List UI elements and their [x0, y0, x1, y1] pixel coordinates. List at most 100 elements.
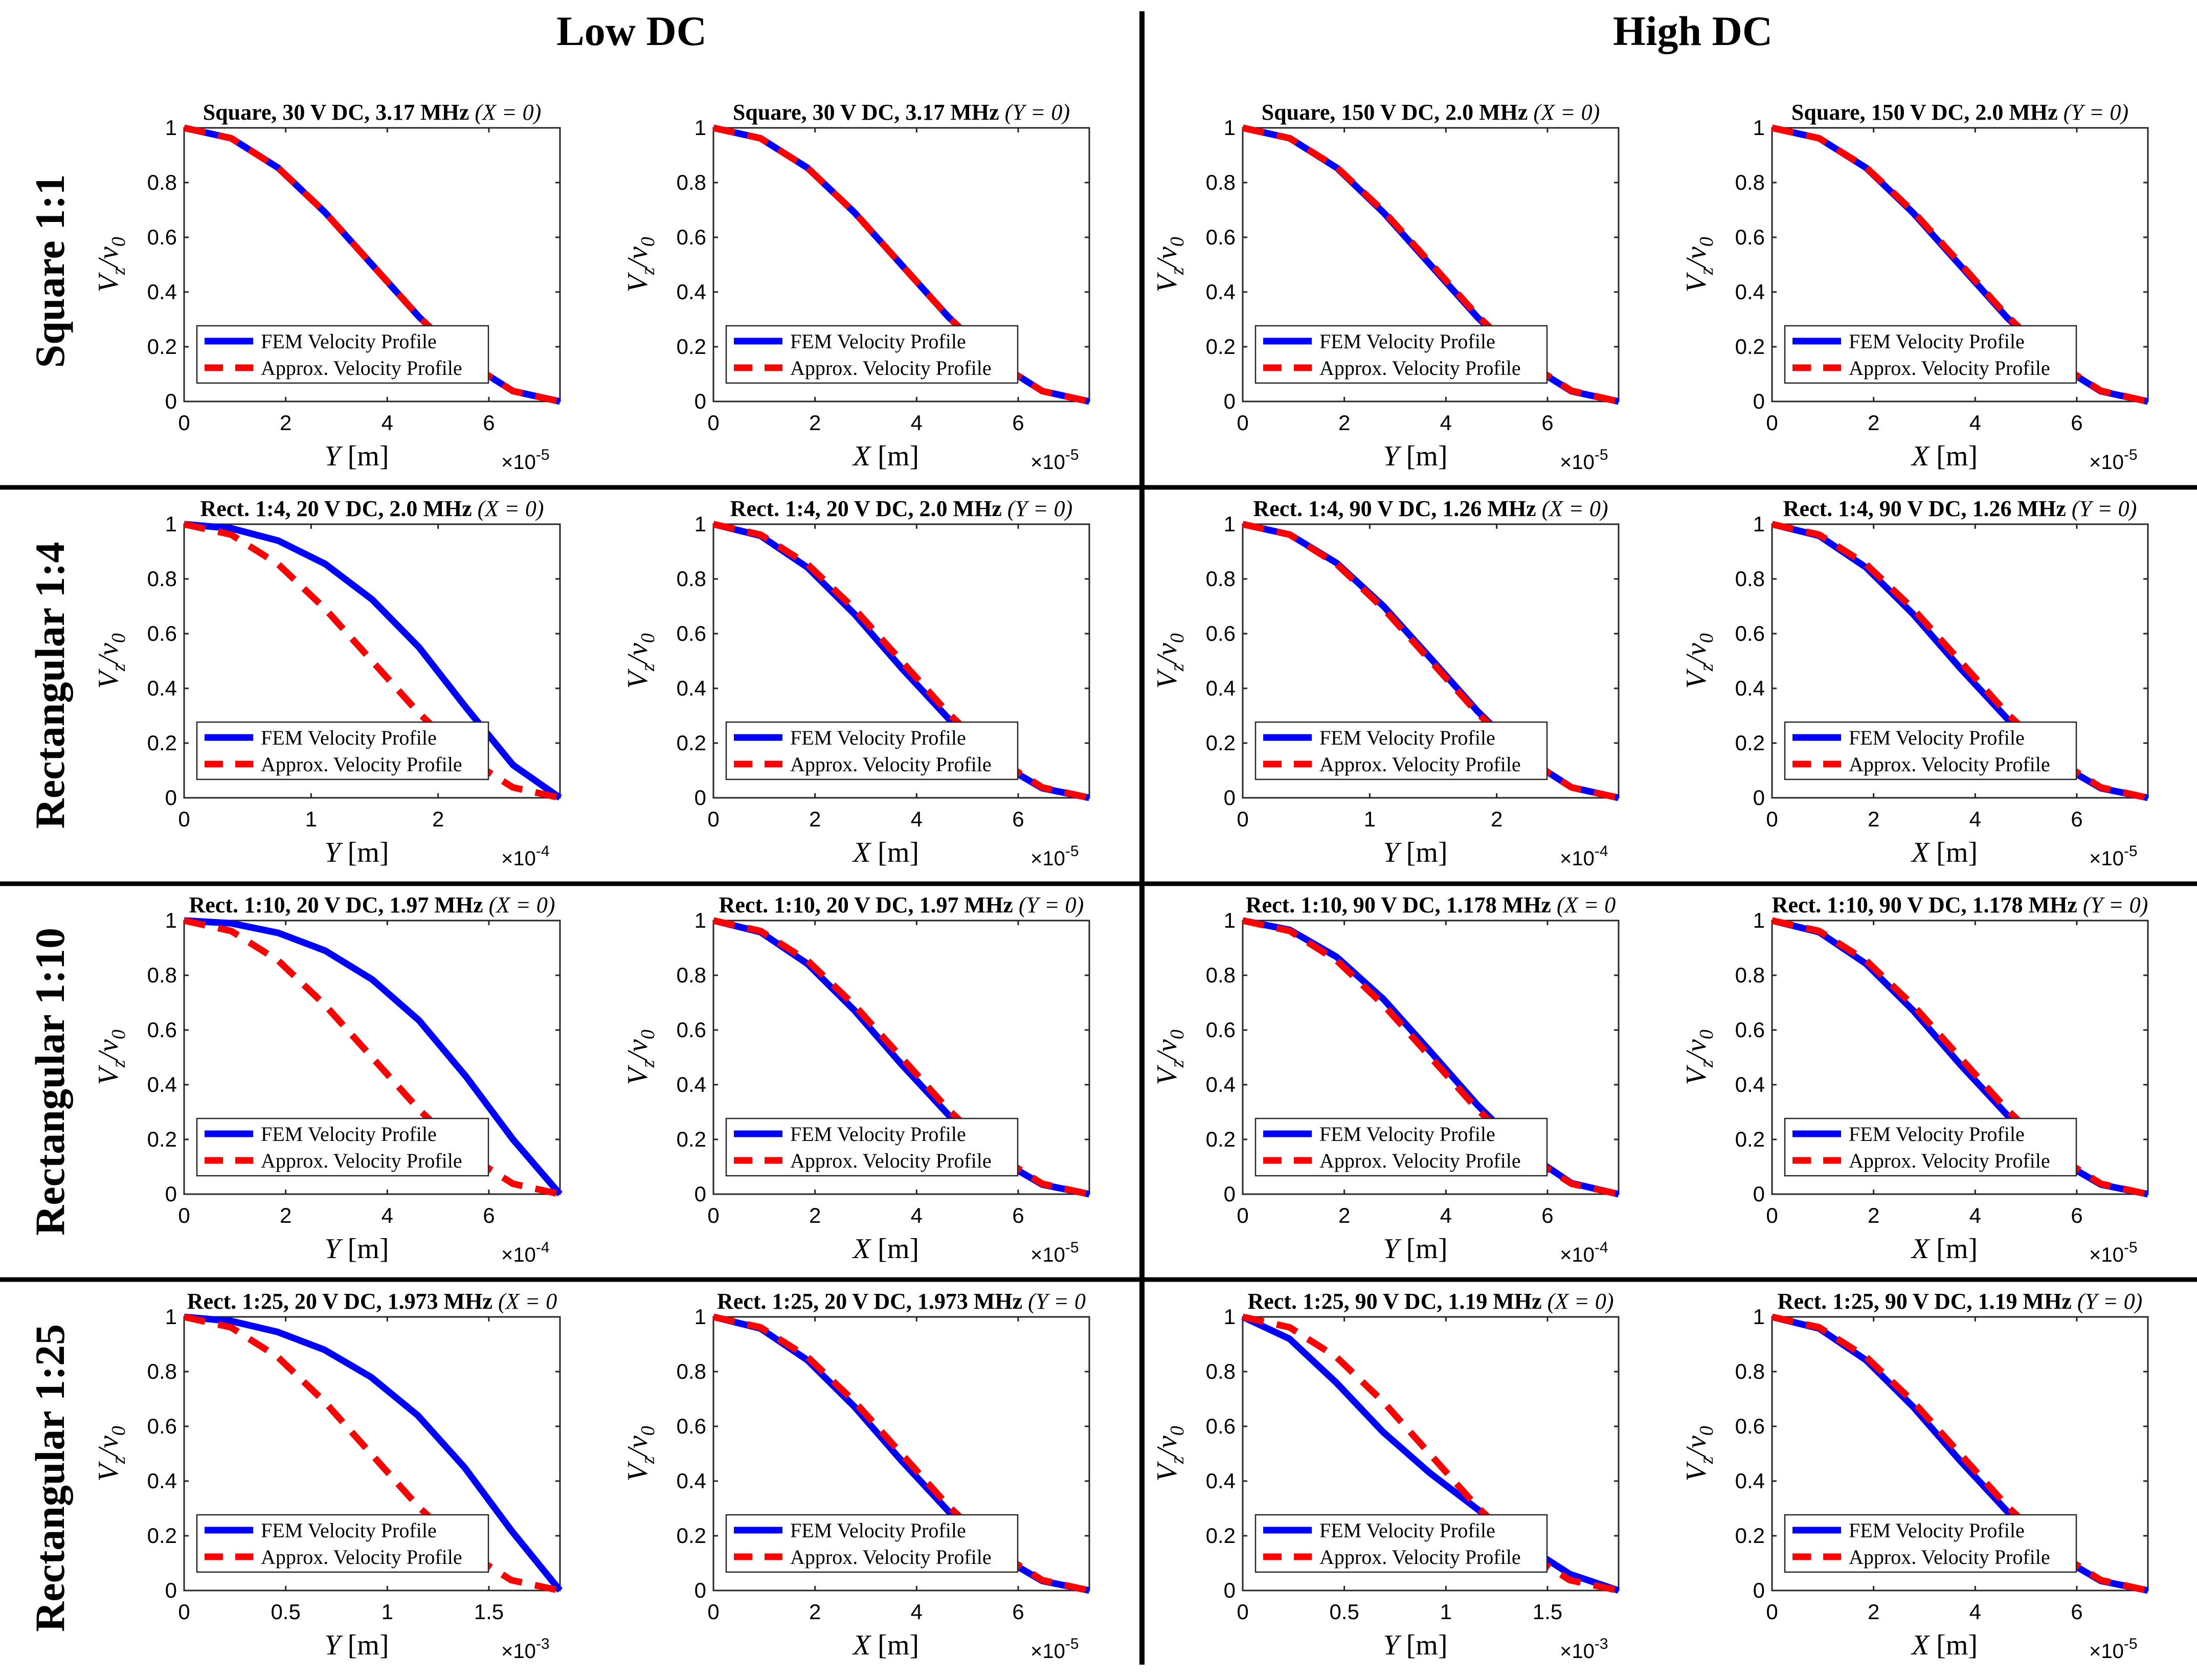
- x-axis-exponent: ×10-4: [1560, 1239, 1608, 1266]
- y-tick-label: 0.8: [677, 1359, 706, 1383]
- y-axis-label-part: V: [1680, 1461, 1712, 1482]
- y-axis-label: Vz/v0: [1680, 1426, 1717, 1481]
- fem-velocity-line: [1242, 917, 1620, 1198]
- y-axis-label-part: z: [1167, 1457, 1188, 1465]
- x-tick-label: 2: [1868, 807, 1879, 831]
- subplot-title: Square, 150 V DC, 2.0 MHz (X = 0): [1262, 100, 1600, 125]
- x-tick-label: 2: [280, 1203, 292, 1227]
- legend-box: [1254, 1514, 1548, 1573]
- x-axis-variable: X: [1911, 1233, 1931, 1265]
- y-tick-label: 0.2: [1206, 334, 1236, 359]
- subplot-title: Rect. 1:4, 20 V DC, 2.0 MHz (X = 0): [200, 496, 544, 521]
- subplot-title: Square, 30 V DC, 3.17 MHz (Y = 0): [733, 100, 1070, 125]
- y-tick-label: 0: [165, 1578, 177, 1602]
- y-tick-label: 0.4: [1735, 280, 1765, 304]
- y-axis-label-part: V: [622, 1461, 654, 1482]
- y-tick-label: 0.4: [1735, 1072, 1765, 1096]
- subplot-title-main: Rect. 1:10, 20 V DC, 1.97 MHz: [189, 892, 483, 917]
- legend-label-approx: Approx. Velocity Profile: [261, 1545, 462, 1569]
- y-tick-label: 0.6: [677, 1018, 706, 1042]
- legend-label-fem: FEM Velocity Profile: [790, 330, 966, 353]
- y-tick-label: 0.8: [1735, 170, 1765, 194]
- subplot-title-main: Square, 30 V DC, 3.17 MHz: [733, 100, 999, 125]
- x-tick-label: 6: [1012, 1203, 1024, 1227]
- x-tick-label: 0: [707, 807, 719, 831]
- legend-box: [196, 1117, 489, 1177]
- y-axis-label-part: V: [1680, 272, 1712, 293]
- subplot-title-main: Rect. 1:10, 20 V DC, 1.97 MHz: [719, 892, 1013, 917]
- subplot-r1-c3: Rect. 1:4, 90 V DC, 1.26 MHz (Y = 0) 0 0.2…: [1680, 496, 2149, 870]
- y-axis-label-part: 0: [1167, 1426, 1188, 1436]
- x-axis-label: Y [m]: [324, 440, 389, 472]
- y-axis-label-part: 0: [637, 1029, 659, 1039]
- x-axis-label: Y [m]: [1383, 1629, 1447, 1661]
- y-axis-label-part: z: [637, 1457, 659, 1465]
- x-tick-label: 2: [809, 807, 821, 831]
- y-tick-label: 0: [1753, 786, 1765, 810]
- subplot-r2-c0: Rect. 1:10, 20 V DC, 1.97 MHz (X = 0) 0 0.…: [93, 892, 563, 1266]
- y-tick-label: 0.8: [147, 567, 177, 591]
- subplot-r3-c0: Rect. 1:25, 20 V DC, 1.973 MHz (X = 0 0 0.…: [93, 1289, 563, 1663]
- x-tick-label: 2: [809, 1600, 821, 1624]
- y-axis-label-part: V: [1680, 1065, 1712, 1085]
- x-axis-unit: [m]: [870, 1629, 919, 1661]
- legend-box: [1784, 1117, 2077, 1177]
- x-axis-exponent: ×10-4: [501, 843, 550, 870]
- y-axis-label-part: V: [1151, 1065, 1183, 1085]
- x-tick-label: 2: [1338, 411, 1350, 435]
- x-axis-unit: [m]: [341, 1629, 389, 1661]
- y-tick-label: 0.4: [1206, 1469, 1236, 1493]
- x-exponent-base: ×10: [1560, 1640, 1595, 1663]
- subplot-r0-c0: Square, 30 V DC, 3.17 MHz (X = 0) 0 0.2 0.4…: [93, 100, 561, 474]
- y-axis-label: Vz/v0: [1680, 633, 1717, 688]
- y-axis-label: Vz/v0: [93, 633, 129, 688]
- x-axis-label: Y [m]: [1383, 1233, 1447, 1265]
- y-tick-label: 0.2: [1735, 1524, 1765, 1548]
- x-axis-variable: X: [852, 440, 872, 472]
- y-tick-label: 0.6: [147, 1414, 177, 1438]
- y-axis-label-part: 0: [108, 237, 129, 247]
- y-tick-label: 0: [1224, 1182, 1236, 1206]
- subplot-grid: Square, 30 V DC, 3.17 MHz (X = 0) 0 0.2 0.4…: [93, 100, 2149, 1663]
- x-tick-label: 6: [483, 1203, 495, 1227]
- y-axis-label-part: 0: [637, 1426, 659, 1436]
- legend-box: [1784, 1514, 2077, 1573]
- legend-label-fem: FEM Velocity Profile: [790, 1519, 966, 1542]
- legend-label-approx: Approx. Velocity Profile: [1319, 1149, 1521, 1172]
- y-tick-label: 0.4: [147, 280, 177, 304]
- y-tick-label: 0: [1224, 389, 1236, 413]
- y-tick-label: 0.2: [1206, 731, 1236, 755]
- y-axis-label-part: /v: [622, 1039, 654, 1062]
- legend-box: [1254, 325, 1548, 384]
- y-tick-label: 0.4: [1735, 676, 1765, 700]
- legend-box: [725, 721, 1019, 780]
- row-label-square-1-1: Square 1:1: [27, 174, 73, 368]
- legend-label-fem: FEM Velocity Profile: [1319, 1123, 1495, 1146]
- y-axis-label-part: /v: [622, 1436, 654, 1458]
- y-tick-label: 1: [694, 512, 706, 536]
- fem-velocity-line: [1771, 124, 2149, 405]
- x-axis-exponent: ×10-5: [2089, 843, 2138, 870]
- legend-label-approx: Approx. Velocity Profile: [261, 1149, 462, 1172]
- y-tick-label: 0.8: [677, 170, 706, 194]
- x-tick-label: 1: [1440, 1600, 1452, 1624]
- x-exponent-power: -4: [1595, 1239, 1608, 1256]
- y-tick-label: 0: [1224, 786, 1236, 810]
- legend-box: [1254, 1117, 1548, 1177]
- x-tick-label: 0.5: [271, 1600, 300, 1624]
- y-axis-label-part: /v: [93, 1039, 124, 1062]
- fem-velocity-line: [712, 521, 1090, 801]
- legend-label-fem: FEM Velocity Profile: [261, 726, 437, 749]
- y-tick-label: 1: [1753, 512, 1765, 536]
- y-axis-label-part: 0: [1696, 633, 1717, 643]
- y-tick-label: 0.6: [1206, 225, 1236, 249]
- subplot-r2-c1: Rect. 1:10, 20 V DC, 1.97 MHz (Y = 0) 0 0.…: [622, 892, 1090, 1266]
- x-tick-label: 0: [1237, 411, 1248, 435]
- x-axis-label: X [m]: [1911, 1629, 1978, 1661]
- subplot-title-suffix: (Y = 0): [2077, 892, 2148, 917]
- y-tick-label: 0.4: [1206, 1072, 1236, 1096]
- x-axis-variable: Y: [1383, 440, 1402, 472]
- y-tick-label: 0: [1753, 1578, 1765, 1602]
- subplot-title: Rect. 1:10, 20 V DC, 1.97 MHz (Y = 0): [719, 892, 1084, 917]
- x-tick-label: 2: [432, 807, 444, 831]
